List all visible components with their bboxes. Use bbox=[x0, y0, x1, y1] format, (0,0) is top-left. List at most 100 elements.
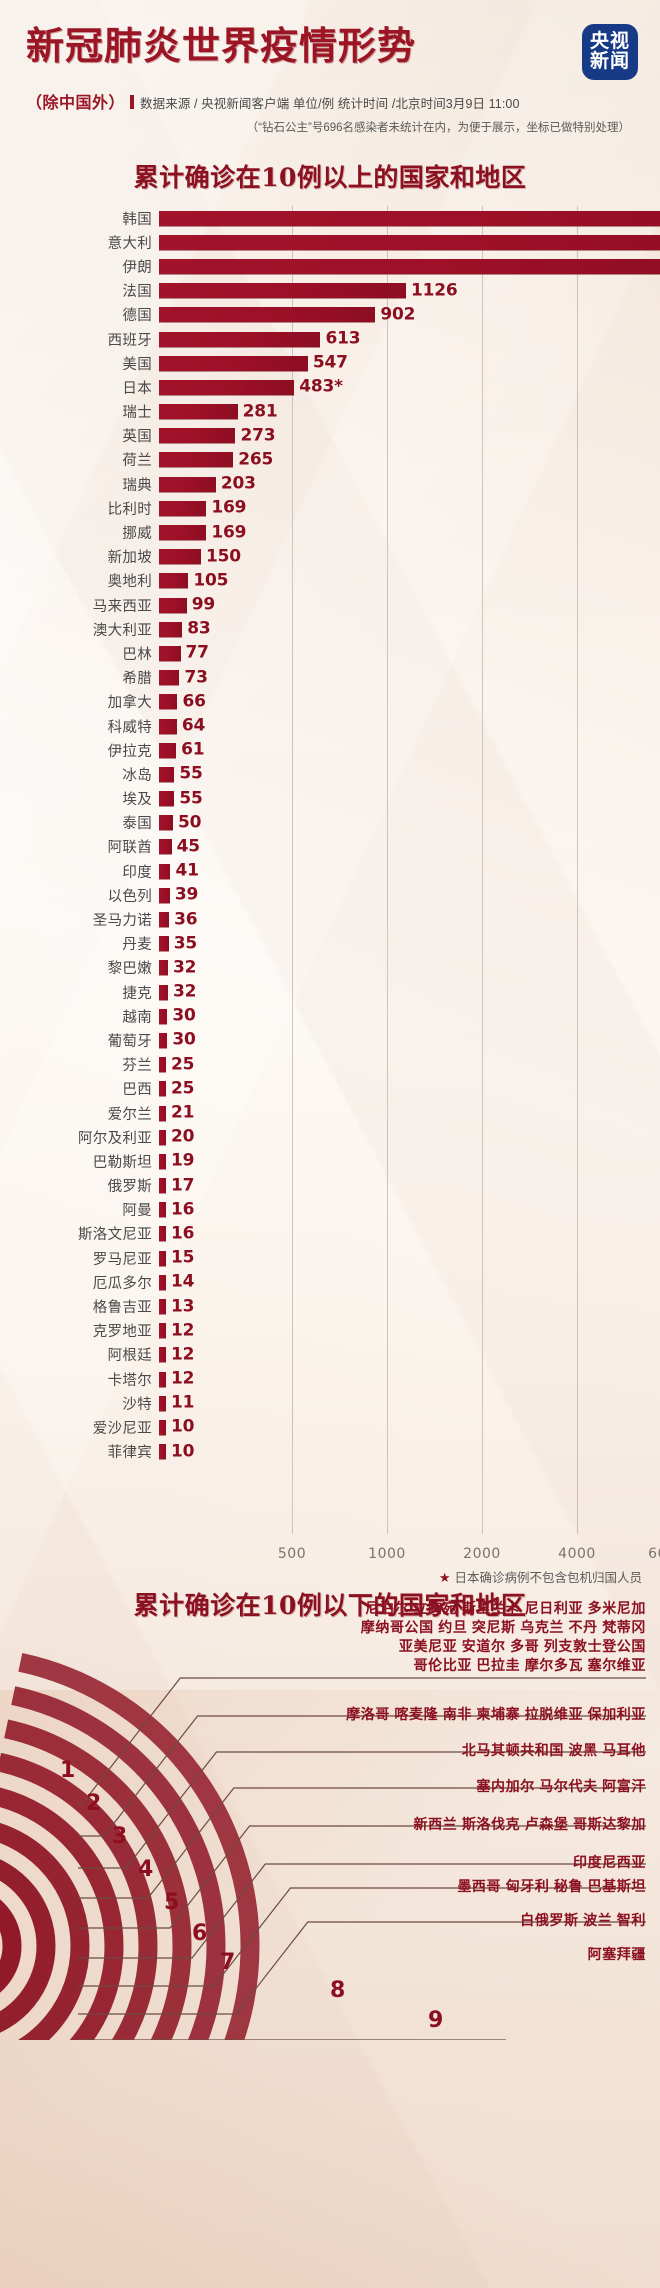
chart-row: 黎巴嫩 32 bbox=[0, 956, 660, 980]
bar-category-label: 丹麦 bbox=[122, 937, 152, 954]
bar-track: 1126 bbox=[159, 279, 660, 303]
bar bbox=[159, 597, 187, 613]
bar bbox=[159, 1202, 166, 1218]
fan-group-countries: 新西兰 斯洛伐克 卢森堡 哥斯达黎加 bbox=[413, 1816, 646, 1832]
bar-value-label: 13 bbox=[171, 1296, 195, 1317]
chart-row: 新加坡 150 bbox=[0, 545, 660, 569]
bar-track: 12 bbox=[159, 1367, 660, 1391]
fan-group-countries: 亚美尼亚 安道尔 多哥 列支敦士登公国 bbox=[398, 1638, 646, 1654]
bar bbox=[159, 791, 175, 807]
bar-track: 6566 bbox=[159, 254, 660, 278]
bar-track: 150 bbox=[159, 545, 660, 569]
bar bbox=[159, 984, 168, 1000]
bar-category-label: 澳大利亚 bbox=[92, 622, 152, 639]
bar-value-label: 66 bbox=[182, 691, 206, 712]
bar-category-label: 黎巴嫩 bbox=[107, 961, 152, 978]
bar bbox=[159, 960, 168, 976]
bar-value-label: 12 bbox=[171, 1320, 195, 1341]
bar-value-label: 35 bbox=[173, 933, 198, 954]
fan-diagram: 1 尼泊尔 立陶宛 斯里兰卡 尼日利亚 多米尼加 摩纳哥公国 约旦 突尼斯 乌克兰 … bbox=[0, 1600, 660, 2040]
bar-track: 25 bbox=[159, 1077, 660, 1101]
chart-row: 巴西 25 bbox=[0, 1077, 660, 1101]
chart-row: 越南 30 bbox=[0, 1004, 660, 1028]
star-icon: ★ bbox=[438, 1570, 451, 1585]
bar-value-label: 32 bbox=[172, 957, 197, 978]
bar bbox=[159, 621, 183, 637]
fan-arc bbox=[18, 1653, 260, 2040]
fan-leader-line bbox=[78, 1787, 646, 1899]
bar-value-label: 273 bbox=[240, 425, 276, 446]
bar-track: 169 bbox=[159, 520, 660, 544]
bar-category-label: 圣马力诺 bbox=[92, 913, 152, 930]
bar-value-label: 12 bbox=[171, 1344, 195, 1365]
chart-row: 罗马尼亚 15 bbox=[0, 1246, 660, 1270]
fan-group-countries: 塞内加尔 马尔代夫 阿富汗 bbox=[476, 1778, 646, 1794]
bar bbox=[159, 379, 295, 395]
chart-row: 爱沙尼亚 10 bbox=[0, 1415, 660, 1439]
bar bbox=[159, 1323, 166, 1339]
bar bbox=[159, 258, 660, 274]
bar-category-label: 斯洛文尼亚 bbox=[78, 1227, 152, 1244]
bar-value-label: 83 bbox=[187, 618, 211, 639]
bar-value-label: 17 bbox=[171, 1175, 195, 1196]
fan-group-countries: 墨西哥 匈牙利 秘鲁 巴基斯坦 bbox=[457, 1878, 646, 1894]
bar bbox=[159, 1347, 166, 1363]
bar bbox=[159, 1299, 166, 1315]
bar-value-label: 547 bbox=[312, 352, 348, 373]
fan-arc bbox=[0, 1787, 124, 2040]
chart-row: 芬兰 25 bbox=[0, 1053, 660, 1077]
fan-group-countries: 印度尼西亚 bbox=[573, 1854, 646, 1870]
bar-category-label: 俄罗斯 bbox=[107, 1179, 152, 1196]
bar-value-label: 30 bbox=[172, 1030, 196, 1051]
bar-track: 61 bbox=[159, 738, 660, 762]
section-title-over-10: 累计确诊在10例以上的国家和地区 bbox=[133, 163, 527, 192]
bar-track: 73 bbox=[159, 666, 660, 690]
bar-value-label: 25 bbox=[171, 1054, 195, 1075]
chart-row: 格鲁吉亚 13 bbox=[0, 1294, 660, 1318]
chart-row: 菲律宾 10 bbox=[0, 1440, 660, 1464]
fan-arc bbox=[0, 1899, 22, 1993]
bar-value-label: 73 bbox=[184, 667, 208, 688]
bar-value-label: 169 bbox=[211, 522, 247, 543]
fan-group-number: 3 bbox=[112, 1824, 128, 1849]
bar-value-label: 16 bbox=[171, 1223, 195, 1244]
bar-track: 11 bbox=[159, 1391, 660, 1415]
bar-value-label: 902 bbox=[380, 304, 416, 325]
header: 新冠肺炎世界疫情形势 央视 新闻 （除中国外） 数据来源 / 央视新闻客户端 单… bbox=[0, 0, 660, 136]
chart-row: 科威特 64 bbox=[0, 714, 660, 738]
bar bbox=[159, 1226, 166, 1242]
fan-group-number: 7 bbox=[220, 1950, 236, 1975]
bar-category-label: 加拿大 bbox=[107, 695, 152, 712]
bar-value-label: 41 bbox=[175, 860, 199, 881]
chart-row: 日本 483* bbox=[0, 375, 660, 399]
chart-gridlines bbox=[0, 206, 660, 1534]
bar-category-label: 巴西 bbox=[122, 1082, 152, 1099]
chart-row: 西班牙 613 bbox=[0, 327, 660, 351]
bar bbox=[159, 670, 180, 686]
bar-track: 64 bbox=[159, 714, 660, 738]
chart-footnote-text: 日本确诊病例不包含包机归国人员 bbox=[454, 1571, 642, 1585]
bar-category-label: 冰岛 bbox=[122, 767, 152, 784]
bar bbox=[159, 210, 660, 226]
bar-value-label: 281 bbox=[242, 401, 278, 422]
diamond-princess-note: （“钻石公主”号696名感染者未统计在内，为便于展示，坐标已做特别处理） bbox=[246, 122, 630, 134]
bar bbox=[159, 452, 234, 468]
logo-line-1: 央视 bbox=[589, 30, 630, 53]
chart-row: 俄罗斯 17 bbox=[0, 1174, 660, 1198]
bar-track: 7375 bbox=[159, 230, 660, 254]
bar-track: 281 bbox=[159, 400, 660, 424]
bar-value-label: 105 bbox=[193, 570, 229, 591]
fan-group-countries: 摩洛哥 喀麦隆 南非 柬埔寨 拉脱维亚 保加利亚 bbox=[346, 1706, 646, 1722]
bar-value-label: 61 bbox=[181, 739, 205, 760]
bar-track: 32 bbox=[159, 980, 660, 1004]
fan-leader-line bbox=[78, 1921, 646, 2015]
bar-category-label: 新加坡 bbox=[107, 550, 152, 567]
bar-category-label: 沙特 bbox=[122, 1396, 152, 1413]
bar bbox=[159, 718, 177, 734]
bar-category-label: 泰国 bbox=[122, 816, 152, 833]
bar-category-label: 卡塔尔 bbox=[107, 1372, 152, 1389]
bar-track: 13 bbox=[159, 1294, 660, 1318]
bar-track: 21 bbox=[159, 1101, 660, 1125]
fan-group-countries: 哥伦比亚 巴拉圭 摩尔多瓦 塞尔维亚 bbox=[413, 1657, 646, 1673]
bar bbox=[159, 428, 236, 444]
